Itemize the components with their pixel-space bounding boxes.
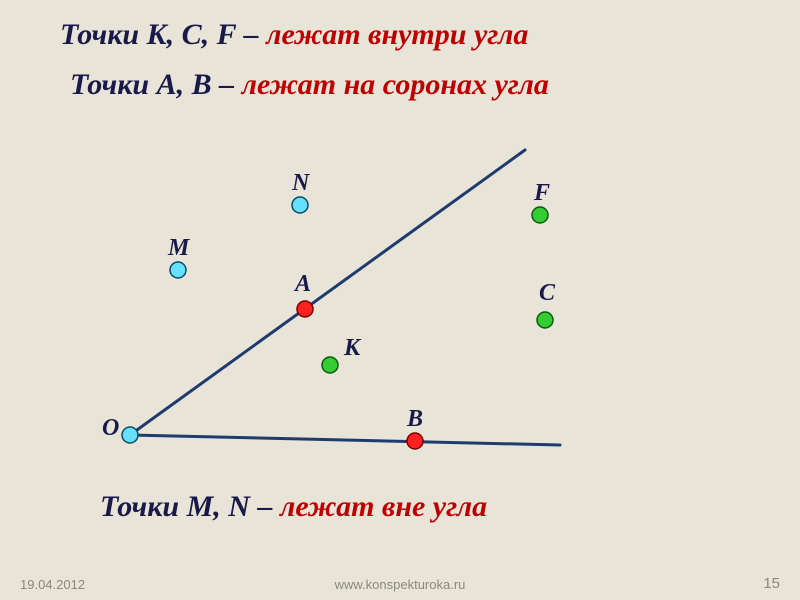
title-line-1: Точки K, C, F – лежат внутри угла [60,18,528,52]
point-A [297,301,313,317]
footer-page: 15 [763,575,780,592]
footer-date: 19.04.2012 [20,577,85,592]
angle-ray [130,435,560,445]
point-label-К: К [344,335,360,362]
point-C [537,312,553,328]
title-line-3: Точки M, N – лежат вне угла [100,490,487,524]
footer-site: www.konspekturoka.ru [335,577,466,592]
point-F [532,207,548,223]
point-M [170,262,186,278]
point-N [292,197,308,213]
point-label-N: N [292,170,309,197]
point-label-M: M [168,235,189,262]
point-label-B: B [407,406,423,433]
point-label-A: A [295,271,311,298]
point-label-C: C [539,280,555,307]
point-O [122,427,138,443]
point-label-O: O [102,415,119,442]
point-B [407,433,423,449]
title-line-2: Точки A, B – лежат на соронах угла [70,68,549,102]
angle-ray [130,150,525,435]
point-label-F: F [534,180,550,207]
point-К [322,357,338,373]
